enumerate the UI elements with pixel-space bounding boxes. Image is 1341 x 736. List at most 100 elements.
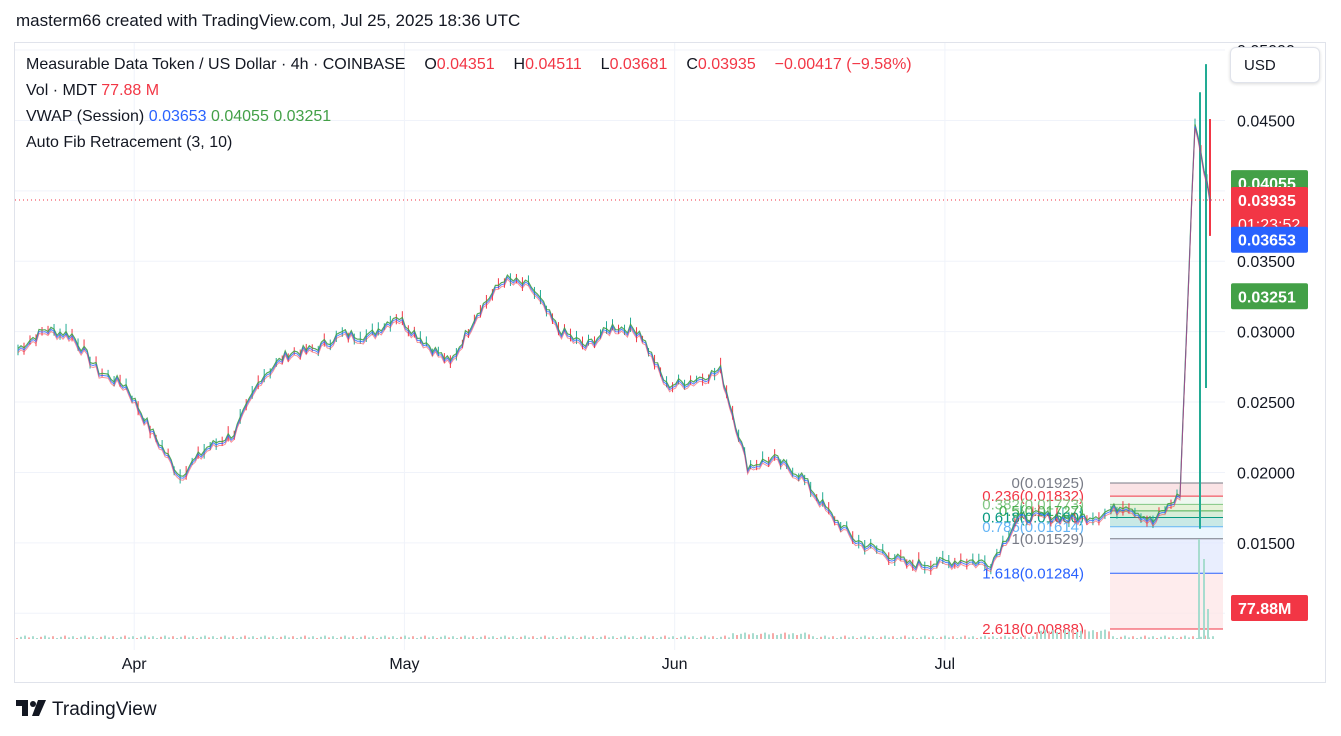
- volume-bar: [1056, 632, 1058, 639]
- volume-bar: [176, 638, 178, 639]
- volume-bar: [780, 633, 782, 639]
- volume-bar: [736, 635, 738, 639]
- volume-bar: [792, 633, 794, 639]
- volume-bar: [744, 632, 746, 639]
- volume-bar: [988, 637, 990, 639]
- volume-bar: [348, 637, 350, 639]
- volume-bar: [1028, 637, 1030, 639]
- volume-bar: [1008, 637, 1010, 639]
- volume-bar: [916, 638, 918, 639]
- last-price-tag: [1231, 186, 1308, 237]
- volume-bar: [724, 635, 726, 639]
- volume-bar: [1124, 635, 1126, 639]
- vwap-label: 0.03653: [1238, 233, 1296, 250]
- vwap-lower-label: 0.03251: [1238, 289, 1296, 306]
- volume-bar: [940, 636, 942, 639]
- volume-bar: [376, 638, 378, 639]
- vwap-lower-value: 0.03251: [273, 108, 332, 125]
- volume-bar: [688, 637, 690, 639]
- volume-bar: [832, 636, 834, 639]
- volume-bar: [568, 637, 570, 639]
- volume-bar: [60, 636, 62, 639]
- volume-bar: [600, 636, 602, 639]
- volume-bar: [32, 636, 34, 639]
- volume-bar: [236, 638, 238, 639]
- volume-bar: [488, 637, 490, 639]
- volume-bar: [1104, 629, 1106, 639]
- volume-bar: [44, 635, 46, 639]
- volume-bar: [1012, 636, 1014, 639]
- volume-bar: [752, 633, 754, 639]
- y-tick-label: 0.03500: [1237, 254, 1295, 271]
- volume-bar: [1188, 637, 1190, 639]
- volume-bar: [980, 636, 982, 639]
- volume-bar: [944, 635, 946, 639]
- volume-bar: [148, 637, 150, 639]
- volume-bar: [696, 638, 698, 639]
- volume-bar: [712, 636, 714, 639]
- volume-bar: [76, 638, 78, 639]
- volume-bar: [540, 636, 542, 639]
- price-change: −0.00417 (−9.58%): [774, 56, 912, 73]
- volume-bar: [588, 637, 590, 639]
- volume-bar: [656, 638, 658, 639]
- volume-bar: [324, 635, 326, 639]
- volume-bar: [964, 635, 966, 639]
- volume-bar: [548, 637, 550, 639]
- last-price-label: 0.03935: [1238, 193, 1296, 210]
- volume-bar: [24, 635, 26, 639]
- volume-bar: [312, 636, 314, 639]
- volume-bar: [56, 638, 58, 639]
- volume-bar: [804, 632, 806, 639]
- volume-bar: [412, 636, 414, 639]
- volume-bar: [440, 636, 442, 639]
- volume-bar: [536, 638, 538, 639]
- volume-bar: [584, 635, 586, 639]
- volume-bar: [1207, 609, 1209, 639]
- volume-bar: [516, 638, 518, 639]
- volume-bar: [896, 638, 898, 639]
- volume-bar: [596, 638, 598, 639]
- volume-bar: [472, 636, 474, 639]
- volume-bar: [504, 635, 506, 639]
- volume-bar: [1016, 638, 1018, 639]
- volume-bar: [644, 635, 646, 639]
- legend-fib-row[interactable]: Auto Fib Retracement (3, 10): [26, 130, 912, 156]
- volume-bar: [436, 638, 438, 639]
- fib-zone: [1110, 510, 1223, 518]
- volume-bar: [280, 636, 282, 639]
- volume-bar: [1076, 632, 1078, 639]
- legend-vwap-row[interactable]: VWAP (Session) 0.03653 0.04055 0.03251: [26, 104, 912, 130]
- volume-bar: [912, 636, 914, 639]
- volume-bar: [1168, 637, 1170, 639]
- legend-volume-row[interactable]: Vol · MDT 77.88 M: [26, 78, 912, 104]
- volume-bar: [864, 635, 866, 639]
- volume-bar: [188, 637, 190, 639]
- high-value: 0.04511: [525, 56, 582, 73]
- volume-bar: [380, 636, 382, 639]
- volume-bar: [132, 636, 134, 639]
- volume-bar: [1120, 636, 1122, 639]
- volume-bar: [1176, 638, 1178, 639]
- volume-bar: [528, 637, 530, 639]
- volume-bar: [180, 636, 182, 639]
- volume-bar: [1196, 638, 1198, 639]
- volume-bar: [208, 637, 210, 639]
- fib-level-label: 1(0.01529): [1011, 531, 1084, 548]
- volume-bar: [1198, 539, 1200, 639]
- volume-bar: [404, 635, 406, 639]
- vwap-label: VWAP (Session): [26, 108, 145, 125]
- currency-button[interactable]: USD: [1230, 47, 1320, 83]
- volume-bar: [884, 635, 886, 639]
- volume-bar: [904, 635, 906, 639]
- volume-bar: [616, 638, 618, 639]
- volume-bar: [1044, 629, 1046, 639]
- fib-label: Auto Fib Retracement (3, 10): [26, 134, 233, 151]
- volume-bar: [868, 637, 870, 639]
- legend-symbol-row[interactable]: Measurable Data Token / US Dollar · 4h ·…: [26, 52, 912, 78]
- footer-logo[interactable]: TradingView: [16, 698, 157, 722]
- volume-bar: [636, 638, 638, 639]
- volume-bar: [800, 633, 802, 639]
- volume-bar: [304, 635, 306, 639]
